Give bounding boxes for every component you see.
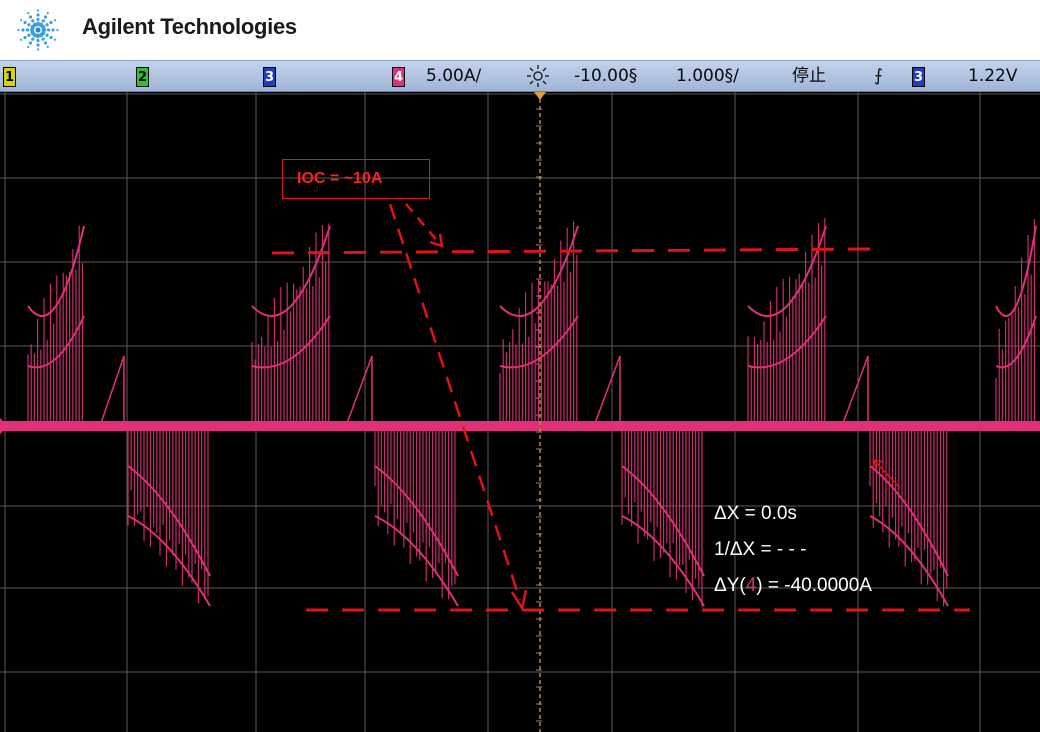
trigger-cursor-line[interactable] bbox=[0, 92, 546, 732]
channel-3-badge: 3 bbox=[263, 67, 276, 87]
channel-1-indicator[interactable]: 1 bbox=[3, 65, 16, 87]
channel-3-indicator[interactable]: 3 bbox=[263, 65, 276, 87]
channel-4-badge: 4 bbox=[392, 67, 405, 87]
sun-icon bbox=[526, 64, 550, 94]
trigger-level[interactable]: 1.22V bbox=[968, 66, 1018, 86]
channel-4-scale[interactable]: 5.00A/ bbox=[426, 66, 482, 86]
brand-name: Agilent Technologies bbox=[82, 14, 297, 39]
channel-2-badge: 2 bbox=[136, 67, 149, 87]
status-bar: 1 2 3 4 5.00A/ -10.00§ 1.000§/ 停止 ⨍ 3 1.… bbox=[0, 60, 1040, 92]
delta-x-readout: ΔX = 0.0s bbox=[714, 503, 797, 524]
header: Agilent Technologies bbox=[0, 0, 1040, 60]
delta-y-readout: ΔY(4) = -40.0000A bbox=[714, 568, 872, 604]
agilent-spark-logo-icon bbox=[17, 9, 59, 51]
inverse-delta-x-readout: 1/ΔX = - - - bbox=[714, 539, 807, 560]
time-scale[interactable]: 1.000§/ bbox=[676, 66, 739, 86]
trigger-source-badge: 3 bbox=[912, 67, 925, 87]
falling-edge-icon: ⨍ bbox=[874, 66, 883, 86]
delta-y-value: ) = -40.0000A bbox=[756, 575, 872, 596]
channel-1-badge: 1 bbox=[3, 67, 16, 87]
channel-4-indicator[interactable]: 4 bbox=[392, 65, 405, 87]
graticule bbox=[0, 92, 1040, 732]
channel-2-indicator[interactable]: 2 bbox=[136, 65, 149, 87]
delta-y-prefix: ΔY( bbox=[714, 575, 746, 596]
delta-y-channel: 4 bbox=[745, 575, 757, 596]
measurement-readout: ΔX = 0.0s 1/ΔX = - - - ΔY(4) = -40.0000A bbox=[714, 496, 872, 604]
trigger-source-indicator[interactable]: 3 bbox=[912, 65, 925, 87]
time-offset[interactable]: -10.00§ bbox=[574, 66, 638, 86]
channel-4-trace bbox=[0, 218, 1040, 608]
waveform-plot bbox=[0, 92, 1040, 732]
scope-display[interactable]: IOC = ~10A ΔX = 0.0s 1/ΔX = - - - ΔY(4) … bbox=[0, 92, 1040, 732]
ioc-annotation-box: IOC = ~10A bbox=[282, 159, 430, 199]
annotation-lines bbox=[271, 203, 970, 612]
run-state[interactable]: 停止 bbox=[792, 66, 826, 86]
